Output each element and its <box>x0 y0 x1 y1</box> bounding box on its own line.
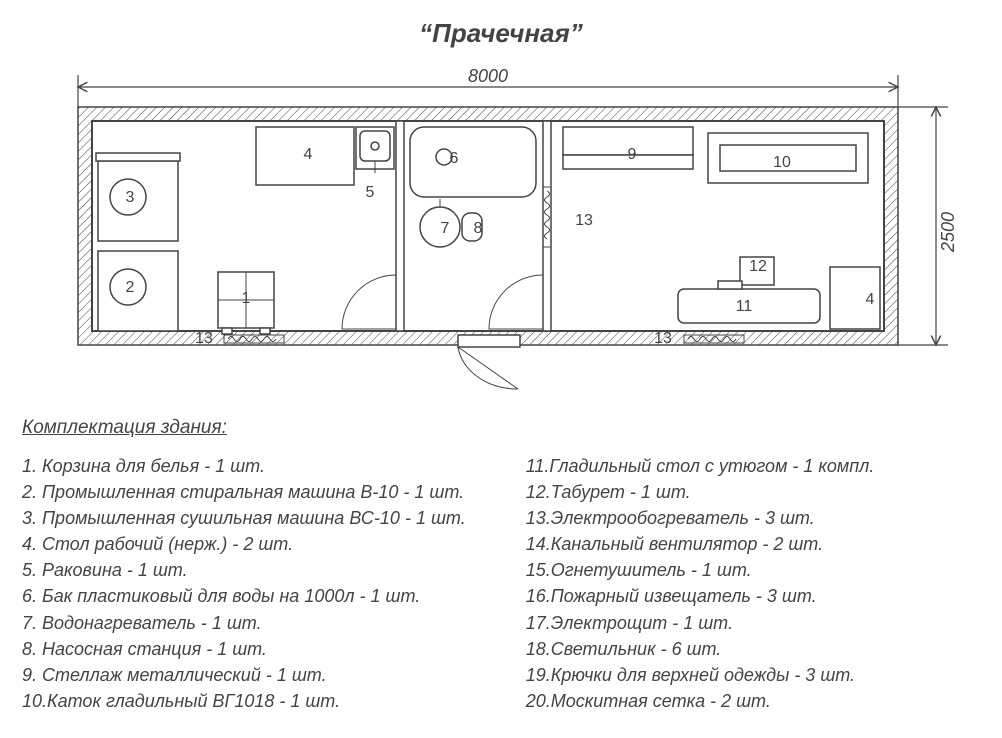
callout-number: 9 <box>628 146 637 163</box>
legend-item: 6. Бак пластиковый для воды на 1000л - 1… <box>22 583 466 609</box>
callout-number: 2 <box>126 279 135 296</box>
legend-title: Комплектация здания: <box>22 417 984 439</box>
legend-item: 17.Электрощит - 1 шт. <box>526 610 875 636</box>
callout-number: 7 <box>441 220 450 237</box>
dim-v-label: 2500 <box>938 212 958 253</box>
legend-item: 2. Промышленная стиральная машина В-10 -… <box>22 479 466 505</box>
dimension-vertical: 2500 <box>898 107 958 345</box>
callout-number: 3 <box>126 189 135 206</box>
legend-item: 5. Раковина - 1 шт. <box>22 557 466 583</box>
legend-item: 13.Электрообогреватель - 3 шт. <box>526 505 875 531</box>
legend-column-right: 11.Гладильный стол с утюгом - 1 компл.12… <box>526 453 875 714</box>
legend-item: 1. Корзина для белья - 1 шт. <box>22 453 466 479</box>
legend-item: 9. Стеллаж металлический - 1 шт. <box>22 662 466 688</box>
legend-item: 8. Насосная станция - 1 шт. <box>22 636 466 662</box>
entrance-door <box>458 335 520 389</box>
legend-item: 19.Крючки для верхней одежды - 3 шт. <box>526 662 875 688</box>
legend-item: 14.Канальный вентилятор - 2 шт. <box>526 531 875 557</box>
callout-number: 4 <box>304 146 313 163</box>
legend-item: 20.Москитная сетка - 2 шт. <box>526 688 875 714</box>
legend-columns: 1. Корзина для белья - 1 шт.2. Промышлен… <box>18 453 984 714</box>
callout-number: 13 <box>654 330 672 347</box>
legend-column-left: 1. Корзина для белья - 1 шт.2. Промышлен… <box>22 453 466 714</box>
callout-number: 5 <box>366 184 375 201</box>
legend-item: 18.Светильник - 6 шт. <box>526 636 875 662</box>
dimension-horizontal: 8000 <box>78 67 898 107</box>
callout-number: 6 <box>450 150 459 167</box>
legend-item: 4. Стол рабочий (нерж.) - 2 шт. <box>22 531 466 557</box>
dim-h-label: 8000 <box>468 67 508 86</box>
legend-item: 3. Промышленная сушильная машина ВС-10 -… <box>22 505 466 531</box>
callout-number: 13 <box>195 330 213 347</box>
callout-number: 8 <box>474 220 483 237</box>
legend-item: 16.Пожарный извещатель - 3 шт. <box>526 583 875 609</box>
legend-item: 10.Каток гладильный ВГ1018 - 1 шт. <box>22 688 466 714</box>
legend-item: 12.Табурет - 1 шт. <box>526 479 875 505</box>
floor-plan-drawing: 8000 2500 <box>18 67 984 397</box>
callout-number: 1 <box>242 290 251 307</box>
legend-item: 15.Огнетушитель - 1 шт. <box>526 557 875 583</box>
callout-number: 12 <box>749 258 767 275</box>
plan-title: “Прачечная” <box>18 18 984 49</box>
callout-number: 4 <box>866 291 875 308</box>
legend-item: 11.Гладильный стол с утюгом - 1 компл. <box>526 453 875 479</box>
callout-number: 10 <box>773 154 791 171</box>
legend-item: 7. Водонагреватель - 1 шт. <box>22 610 466 636</box>
callout-number: 11 <box>736 298 753 315</box>
callout-number: 13 <box>575 212 593 229</box>
